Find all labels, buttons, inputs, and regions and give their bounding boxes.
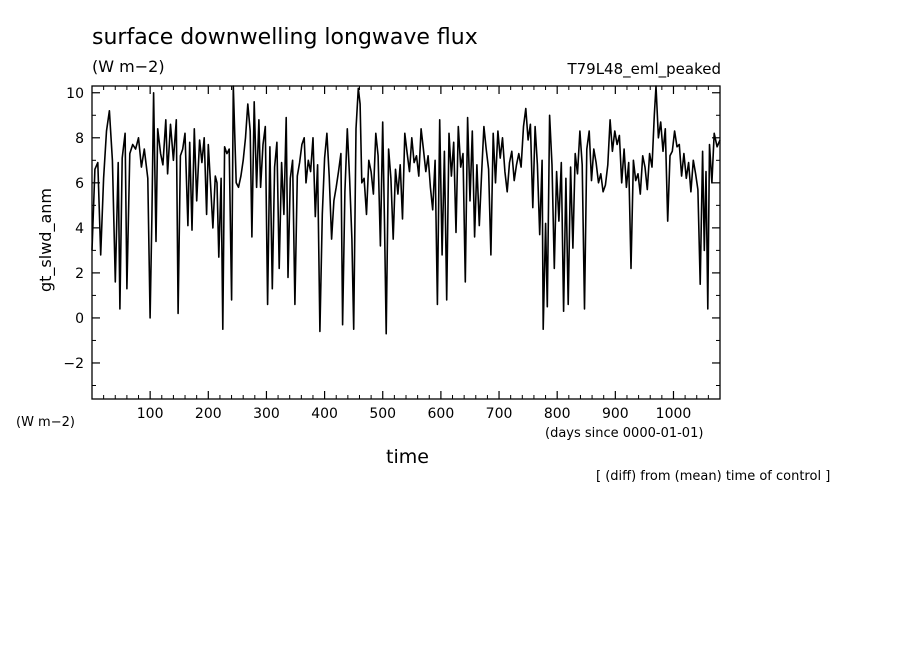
y-tick-label: 0 [75,311,84,327]
y-axis-label: gt_slwd_anm [36,188,55,292]
y-tick-label: 2 [75,266,84,282]
x-tick-label: 500 [369,406,396,422]
x-tick-label: 800 [544,406,571,422]
experiment-label: T79L48_eml_peaked [567,60,721,78]
y-tick-label: 4 [75,221,84,237]
x-axis-units: (days since 0000-01-01) [545,426,704,441]
x-axis-label: time [386,446,429,468]
chart-title: surface downwelling longwave flux [92,25,478,50]
x-tick-label: 400 [311,406,338,422]
y-tick-label: 6 [75,176,84,192]
title-units: (W m−2) [92,57,165,76]
x-tick-label: 600 [428,406,455,422]
x-tick-label: 700 [486,406,513,422]
x-tick-label: 100 [137,406,164,422]
y-axis-units: (W m−2) [16,415,75,430]
y-tick-label: 10 [66,86,84,102]
plot-area [91,85,721,400]
x-tick-label: 300 [253,406,280,422]
series-line [91,85,721,335]
diff-note: [ (diff) from (mean) time of control ] [596,469,831,484]
y-tick-label: −2 [63,356,84,372]
axis-ticks [92,86,720,399]
axis-tick-labels: 100 200 300 400 500 600 700 800 900 1000 −2 0 2 4 6 8 10 [63,86,691,422]
x-tick-label: 200 [195,406,222,422]
plot-frame [91,85,721,400]
x-tick-label: 900 [602,406,629,422]
y-tick-label: 8 [75,131,84,147]
x-tick-label: 1000 [656,406,692,422]
